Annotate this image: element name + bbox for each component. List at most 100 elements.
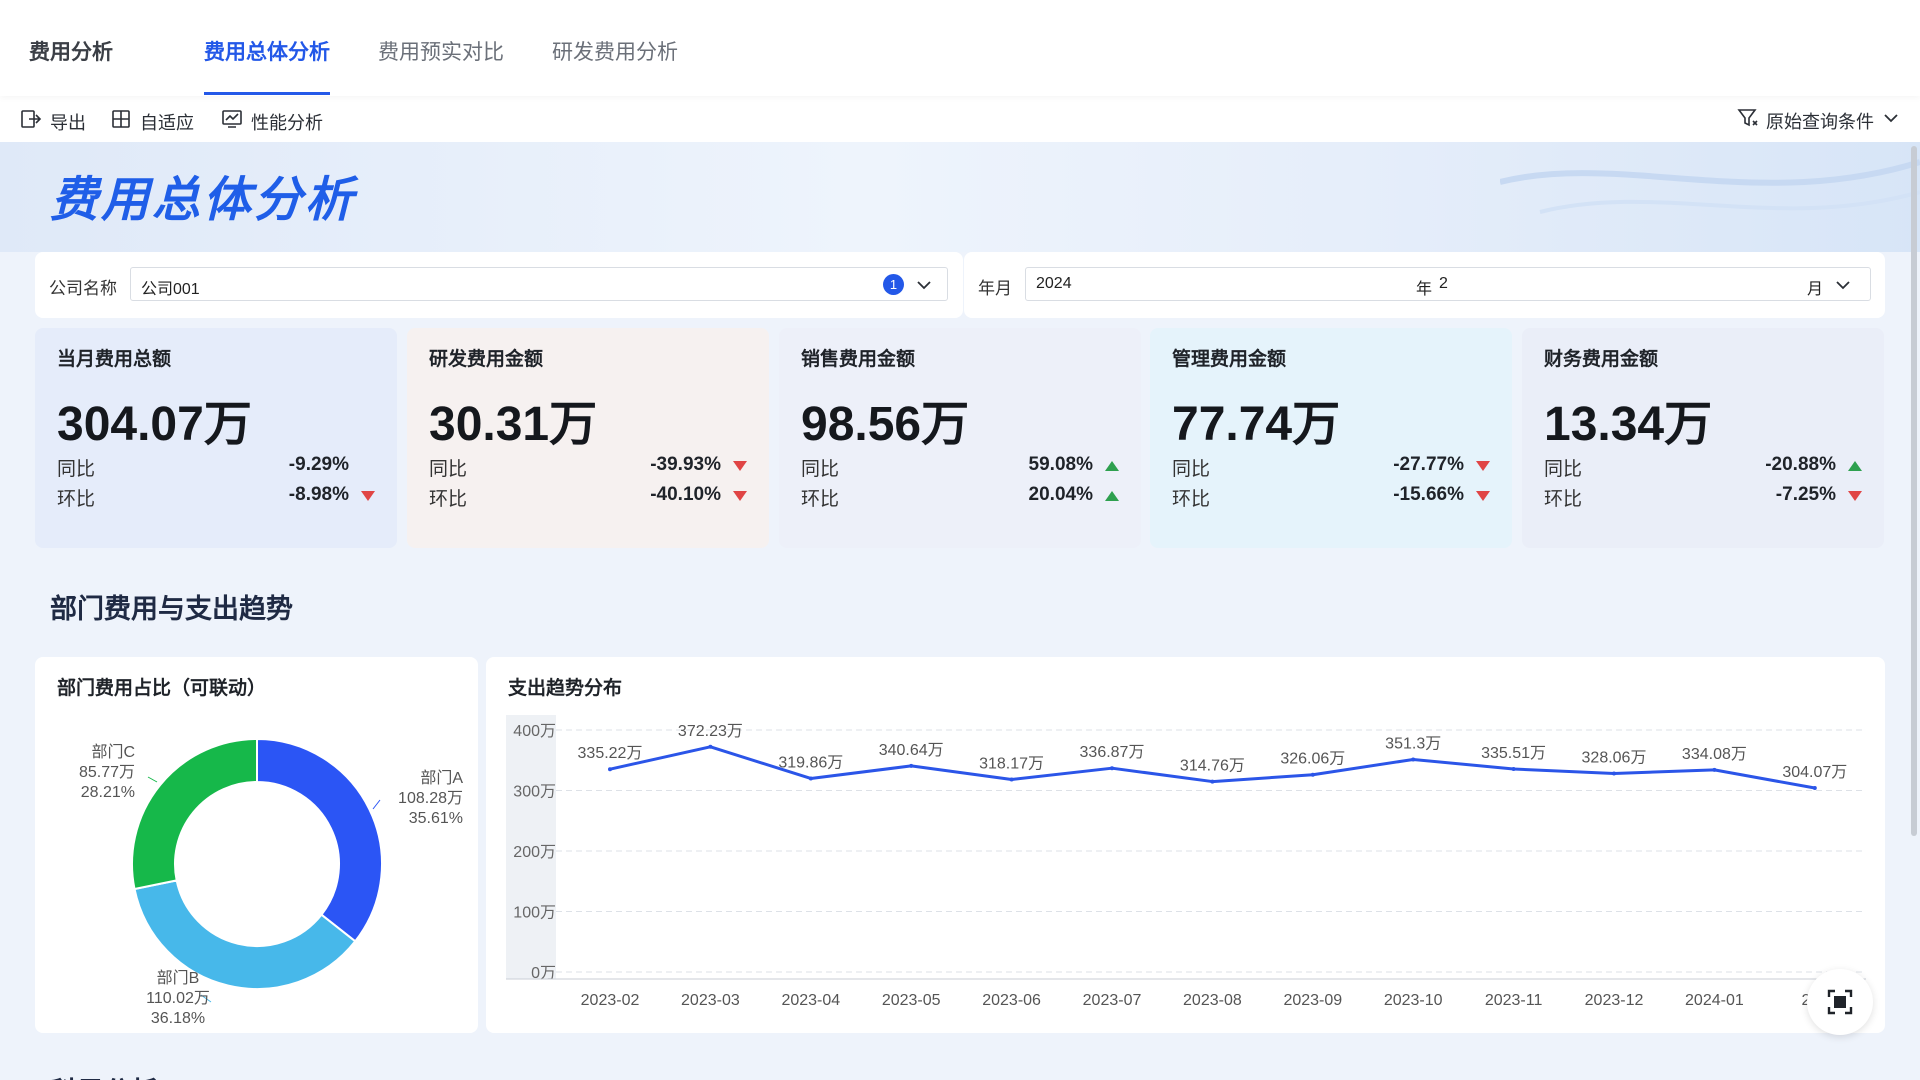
kpi-title: 研发费用金额 [429, 349, 544, 370]
data-point[interactable] [608, 767, 612, 772]
data-point[interactable] [808, 776, 813, 781]
mom-value: -15.66% [1393, 484, 1464, 505]
slice-label: 35.61% [409, 810, 463, 827]
period-select[interactable]: 2024 年 2 月 [1025, 267, 1871, 301]
slice-label-leader [147, 776, 158, 783]
chevron-down-icon [915, 276, 933, 299]
data-label: 328.06万 [1582, 750, 1647, 767]
fit-button[interactable]: 自适应 [110, 108, 194, 135]
x-tick-label: 2023-09 [1283, 992, 1342, 1009]
kpi-yoy-row: 同比 -27.77% [1172, 454, 1502, 480]
x-tick-label: 2023-12 [1585, 992, 1644, 1009]
y-tick-label: 300万 [513, 784, 556, 801]
top-nav: 费用分析 费用总体分析 费用预实对比 研发费用分析 [0, 0, 1920, 96]
kpi-yoy-row: 同比 59.08% [801, 454, 1131, 480]
data-label: 318.17万 [979, 756, 1044, 773]
tab-rd-expense[interactable]: 研发费用分析 [552, 41, 678, 64]
kpi-title: 管理费用金额 [1172, 349, 1287, 370]
toolbar: 导出 自适应 性能分析 原始查询条件 [0, 96, 1920, 142]
arrow-down-icon [361, 491, 375, 501]
arrow-up-icon [1105, 461, 1119, 471]
data-label: 335.51万 [1481, 745, 1546, 762]
scrollbar[interactable] [1911, 146, 1917, 836]
yoy-value: -27.77% [1393, 454, 1464, 475]
data-point[interactable] [1411, 757, 1416, 762]
data-label: 304.07万 [1782, 764, 1847, 781]
data-point[interactable] [1210, 779, 1215, 784]
x-tick-label: 2023-05 [882, 992, 941, 1009]
export-button[interactable]: 导出 [20, 108, 86, 135]
kpi-card: 当月费用总额 304.07万 同比 -9.29% 环比 -8.98% [35, 328, 397, 548]
x-tick-label: 2024-01 [1685, 992, 1744, 1009]
x-tick-label: 2023-02 [581, 992, 640, 1009]
data-point[interactable] [1009, 777, 1014, 782]
dept-share-title: 部门费用占比（可联动） [57, 678, 267, 699]
performance-label: 性能分析 [251, 112, 323, 133]
data-point[interactable] [909, 763, 914, 768]
fullscreen-button[interactable] [1807, 969, 1873, 1035]
filter-icon [1736, 107, 1758, 134]
mom-label: 环比 [429, 489, 468, 510]
section-title-subject: 科目分析 [50, 1070, 158, 1080]
kpi-card: 管理费用金额 77.74万 同比 -27.77% 环比 -15.66% [1150, 328, 1512, 548]
arrow-down-icon [733, 491, 747, 501]
company-filter-label: 公司名称 [49, 279, 117, 298]
banner-decoration [1500, 159, 1920, 214]
kpi-value: 30.31万 [429, 398, 598, 451]
arrow-down-icon [1848, 491, 1862, 501]
mom-value: -7.25% [1775, 484, 1836, 505]
donut-slice[interactable] [131, 737, 258, 891]
kpi-title: 销售费用金额 [801, 349, 916, 370]
chevron-down-icon [1882, 109, 1900, 132]
data-point[interactable] [1612, 771, 1616, 776]
donut-slice[interactable] [133, 879, 357, 990]
kpi-value: 98.56万 [801, 398, 970, 451]
app-brand: 费用分析 [29, 41, 113, 64]
mom-label: 环比 [801, 489, 840, 510]
data-point[interactable] [708, 744, 713, 749]
data-point[interactable] [1812, 786, 1817, 791]
tab-overall-analysis[interactable]: 费用总体分析 [204, 41, 330, 64]
query-conditions-button[interactable]: 原始查询条件 [1736, 107, 1900, 134]
slice-label: 部门C [91, 743, 135, 761]
performance-button[interactable]: 性能分析 [221, 108, 323, 135]
x-tick-label: 2023-06 [982, 992, 1041, 1009]
spending-trend-chart[interactable]: 0万 100万 200万 300万 400万 335.22万 2023-02 372.23万 2… [486, 657, 1885, 1033]
mom-label: 环比 [1544, 489, 1583, 510]
month-value: 2 [1439, 275, 1448, 292]
year-value: 2024 [1036, 275, 1072, 292]
page-title: 费用总体分析 [50, 174, 357, 227]
data-point[interactable] [1712, 767, 1717, 772]
dept-donut-chart[interactable]: 部门A 108.28万 35.61% 部门B 110.02万 36.18% 部门C 85.77… [35, 657, 478, 1033]
mom-label: 环比 [57, 489, 96, 510]
x-tick-label: 2023-10 [1384, 992, 1443, 1009]
active-tab-indicator [204, 92, 330, 95]
data-point[interactable] [1310, 772, 1315, 777]
tab-budget-vs-actual[interactable]: 费用预实对比 [378, 41, 504, 64]
data-point[interactable] [1110, 766, 1114, 771]
kpi-card: 财务费用金额 13.34万 同比 -20.88% 环比 -7.25% [1522, 328, 1884, 548]
period-filter-label: 年月 [978, 279, 1012, 298]
slice-label: 36.18% [151, 1010, 205, 1027]
fit-icon [110, 108, 132, 135]
y-tick-label: 400万 [513, 723, 556, 740]
mom-value: 20.04% [1028, 484, 1093, 505]
yoy-label: 同比 [429, 459, 468, 480]
fullscreen-icon [1827, 989, 1853, 1015]
section-title-dept-trend: 部门费用与支出趋势 [50, 594, 293, 624]
slice-label: 部门B [157, 969, 200, 987]
donut-slice[interactable] [256, 737, 383, 943]
kpi-mom-row: 环比 20.04% [801, 484, 1131, 510]
dept-share-panel: 部门费用占比（可联动） 部门A 108.28万 35.61% 部门B 110.02万 36… [35, 657, 478, 1033]
slice-label: 85.77万 [79, 764, 135, 781]
data-label: 319.86万 [778, 754, 843, 771]
x-tick-label: 2023-08 [1183, 992, 1242, 1009]
kpi-card: 销售费用金额 98.56万同比 59.08% 环比 20.04% [779, 328, 1141, 548]
x-tick-label: 2023-11 [1485, 992, 1543, 1009]
data-point[interactable] [1511, 767, 1516, 772]
company-select[interactable]: 公司001 1 [130, 267, 948, 301]
title-banner [0, 142, 1920, 252]
kpi-yoy-row: 同比 -20.88% [1544, 454, 1874, 480]
y-tick-label: 0万 [531, 965, 556, 982]
kpi-value: 13.34万 [1544, 398, 1713, 451]
